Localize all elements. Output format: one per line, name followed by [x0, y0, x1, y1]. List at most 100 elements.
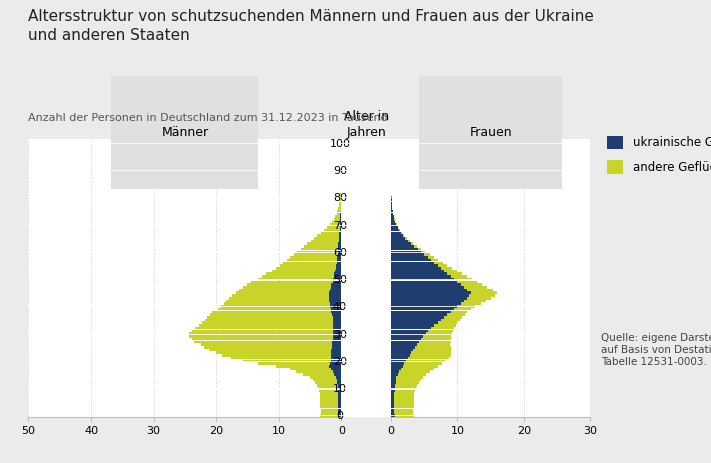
Bar: [391, 250, 421, 253]
Bar: [391, 387, 416, 389]
Bar: [391, 379, 421, 381]
Bar: [391, 398, 414, 400]
Bar: [320, 403, 341, 406]
Bar: [339, 237, 341, 240]
Bar: [391, 297, 491, 300]
Bar: [193, 330, 341, 332]
Bar: [338, 414, 341, 417]
Bar: [391, 343, 417, 346]
Bar: [391, 400, 414, 403]
Bar: [340, 226, 341, 229]
Bar: [391, 354, 451, 357]
Bar: [391, 357, 407, 359]
Bar: [296, 370, 341, 373]
Bar: [391, 332, 426, 335]
Bar: [391, 316, 444, 319]
Bar: [337, 379, 341, 381]
Bar: [338, 245, 341, 248]
Bar: [218, 308, 341, 310]
Bar: [391, 278, 472, 281]
Bar: [297, 250, 341, 253]
Bar: [391, 319, 460, 321]
Bar: [337, 382, 341, 384]
Bar: [391, 400, 395, 403]
Bar: [258, 278, 341, 281]
Bar: [332, 313, 341, 316]
Bar: [391, 204, 392, 207]
Bar: [224, 302, 341, 305]
Bar: [332, 340, 341, 343]
Bar: [391, 207, 392, 210]
Bar: [391, 283, 482, 286]
Bar: [189, 332, 341, 335]
Bar: [205, 319, 341, 321]
Bar: [243, 286, 341, 288]
Bar: [391, 207, 392, 210]
Bar: [391, 354, 410, 357]
Bar: [335, 269, 341, 272]
Bar: [391, 349, 451, 351]
Bar: [391, 240, 407, 242]
Bar: [251, 281, 341, 283]
Bar: [337, 259, 341, 262]
Bar: [391, 360, 406, 362]
Bar: [336, 215, 341, 218]
Bar: [266, 272, 341, 275]
Bar: [317, 234, 341, 237]
Bar: [333, 324, 341, 327]
Bar: [338, 384, 341, 387]
Bar: [338, 248, 341, 250]
Bar: [391, 308, 454, 310]
Bar: [391, 330, 427, 332]
Bar: [338, 392, 341, 395]
Bar: [391, 357, 449, 359]
Bar: [334, 218, 341, 220]
Bar: [391, 210, 392, 213]
Bar: [391, 324, 456, 327]
Bar: [332, 221, 341, 223]
Bar: [391, 346, 451, 349]
Bar: [391, 313, 465, 316]
Bar: [319, 389, 341, 392]
Bar: [329, 300, 341, 302]
Bar: [391, 406, 414, 408]
Bar: [320, 398, 341, 400]
Bar: [321, 232, 341, 234]
Bar: [391, 351, 411, 354]
Bar: [391, 308, 471, 310]
Bar: [320, 395, 341, 398]
Bar: [339, 232, 341, 234]
Bar: [391, 248, 417, 250]
Bar: [338, 400, 341, 403]
Bar: [333, 327, 341, 330]
Bar: [391, 232, 402, 234]
Bar: [391, 281, 477, 283]
Bar: [391, 370, 399, 373]
Bar: [391, 226, 398, 229]
Bar: [391, 286, 487, 288]
Bar: [391, 259, 438, 262]
Bar: [229, 297, 341, 300]
Bar: [391, 414, 414, 417]
Bar: [340, 221, 341, 223]
Bar: [220, 305, 341, 308]
Bar: [391, 335, 451, 338]
Bar: [391, 224, 397, 226]
Bar: [338, 250, 341, 253]
Bar: [332, 346, 341, 349]
Bar: [391, 215, 394, 218]
Bar: [391, 232, 401, 234]
Bar: [311, 240, 341, 242]
Bar: [340, 199, 341, 201]
Bar: [331, 286, 341, 288]
Bar: [324, 229, 341, 232]
Bar: [391, 297, 467, 300]
Bar: [391, 403, 395, 406]
Bar: [391, 201, 392, 204]
Bar: [333, 370, 341, 373]
Bar: [340, 218, 341, 220]
Bar: [290, 368, 341, 370]
Bar: [391, 340, 419, 343]
Bar: [391, 332, 452, 335]
Bar: [337, 256, 341, 259]
